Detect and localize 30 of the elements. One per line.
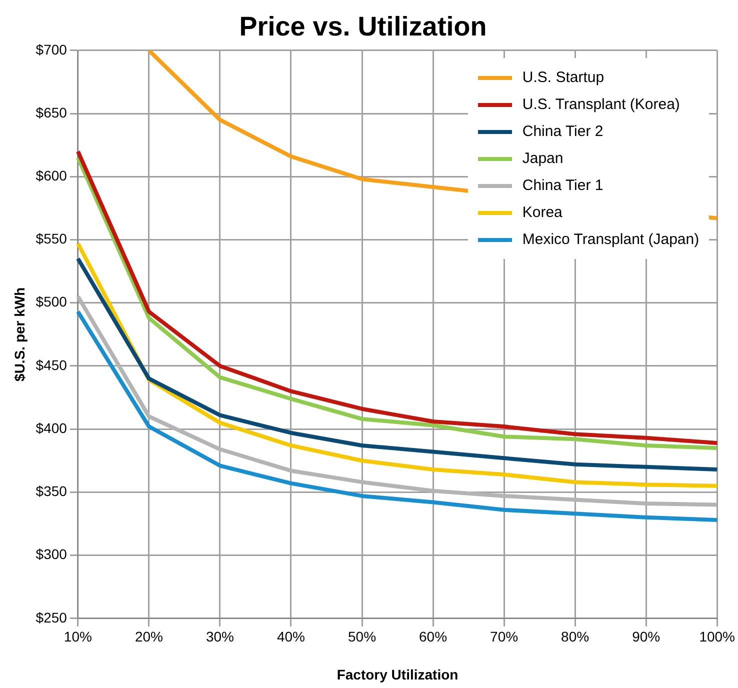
y-tick-label: $350 <box>36 483 68 500</box>
y-axis-title: $U.S. per kWh <box>11 287 28 382</box>
y-tick-label: $300 <box>36 546 68 562</box>
y-tick-label: $500 <box>36 294 68 310</box>
legend-label: Korea <box>522 204 562 222</box>
y-tick-label: $250 <box>36 609 68 626</box>
y-tick-label: $450 <box>36 356 68 373</box>
x-tick-label: 40% <box>276 628 306 645</box>
x-axis-title: Factory Utilization <box>336 666 458 682</box>
x-tick-label: 70% <box>490 628 518 645</box>
y-tick-label: $550 <box>36 230 68 247</box>
x-tick-label: 60% <box>419 628 448 645</box>
y-tick-label: $650 <box>36 104 68 120</box>
x-tick-label: 80% <box>561 628 590 645</box>
x-tick-label: 10% <box>64 628 92 645</box>
y-tick-label: $600 <box>36 167 68 184</box>
x-tick-label: 30% <box>206 628 234 645</box>
y-tick-label: $400 <box>36 420 68 436</box>
legend-label: China Tier 1 <box>522 177 604 194</box>
legend-label: Japan <box>522 150 564 168</box>
y-tick-label: $700 <box>36 41 68 58</box>
x-tick-label: 90% <box>632 628 660 645</box>
legend-label: Mexico Transplant (Japan) <box>522 231 700 248</box>
legend-label: U.S. Transplant (Korea) <box>522 96 680 114</box>
chart-title: Price vs. Utilization <box>239 12 487 42</box>
x-tick-label: 20% <box>134 628 163 645</box>
legend-label: China Tier 2 <box>522 123 604 140</box>
x-tick-label: 50% <box>348 628 376 645</box>
x-tick-label: 100% <box>699 628 736 645</box>
legend-label: U.S. Startup <box>522 69 604 86</box>
